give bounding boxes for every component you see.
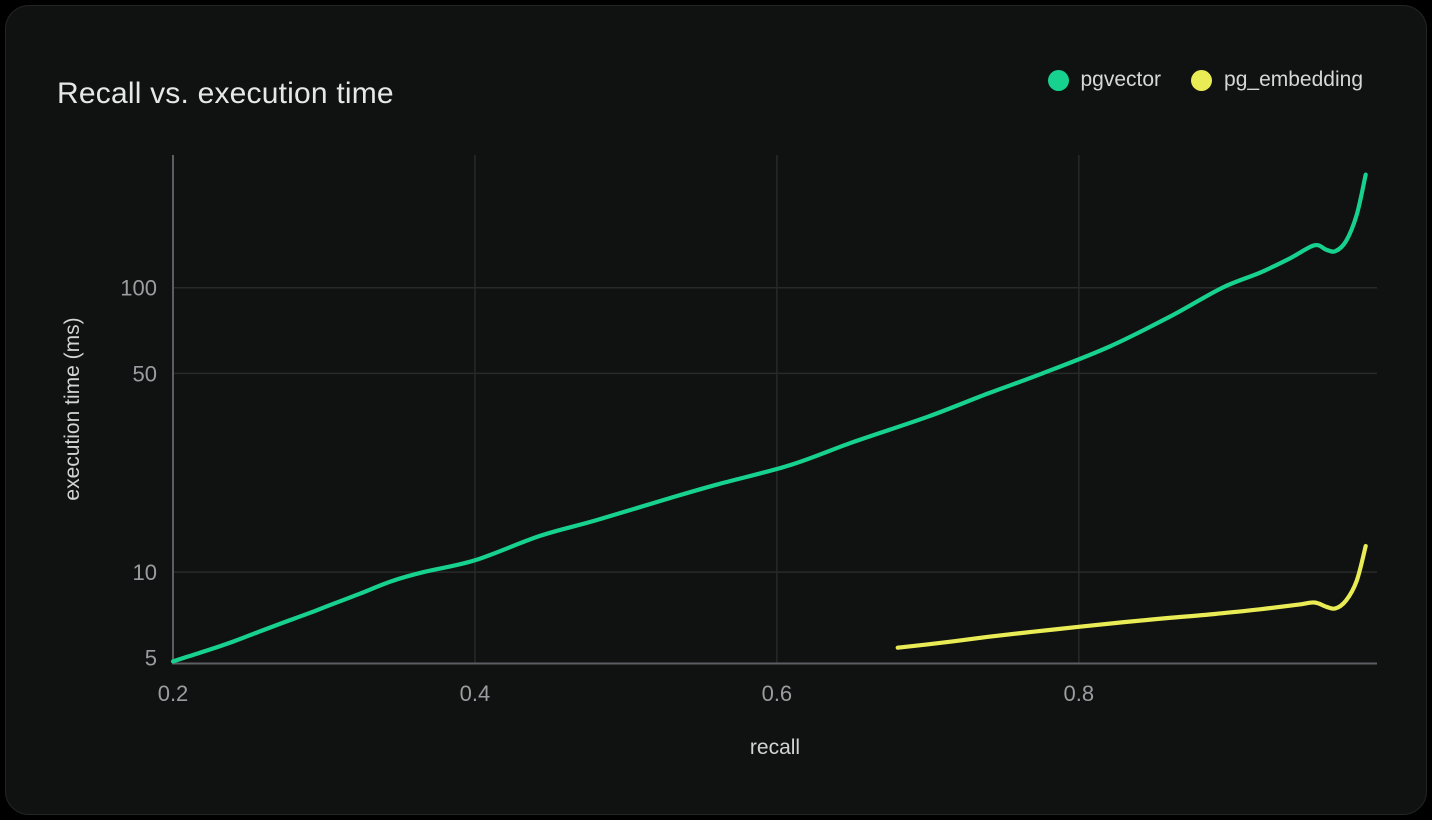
pg-embedding-series-dot-icon (1191, 69, 1213, 91)
series-line-pgvector (170, 172, 1368, 664)
legend-label: pg_embedding (1224, 68, 1363, 91)
chart-legend: pgvector pg_embedding (1047, 68, 1363, 92)
legend-label: pgvector (1080, 68, 1162, 91)
y-tick-label: 50 (133, 361, 157, 386)
chart-card (5, 5, 1427, 815)
pgvector-series-dot-icon (1047, 69, 1069, 91)
x-tick-label: 0.6 (762, 681, 793, 706)
y-axis-label: execution time (ms) (61, 317, 84, 501)
legend-item-pgvector[interactable]: pgvector (1047, 68, 1162, 92)
y-tick-label: 5 (145, 646, 157, 671)
x-tick-label: 0.8 (1064, 681, 1095, 706)
x-tick-label: 0.2 (158, 681, 189, 706)
y-tick-label: 10 (133, 560, 157, 585)
series-line-pg_embedding (895, 543, 1368, 650)
x-tick-label: 0.4 (460, 681, 491, 706)
legend-item-pg-embedding[interactable]: pg_embedding (1191, 68, 1363, 92)
x-axis-label: recall (749, 736, 801, 759)
chart-title: Recall vs. execution time (57, 77, 394, 111)
y-tick-label: 100 (120, 276, 157, 301)
